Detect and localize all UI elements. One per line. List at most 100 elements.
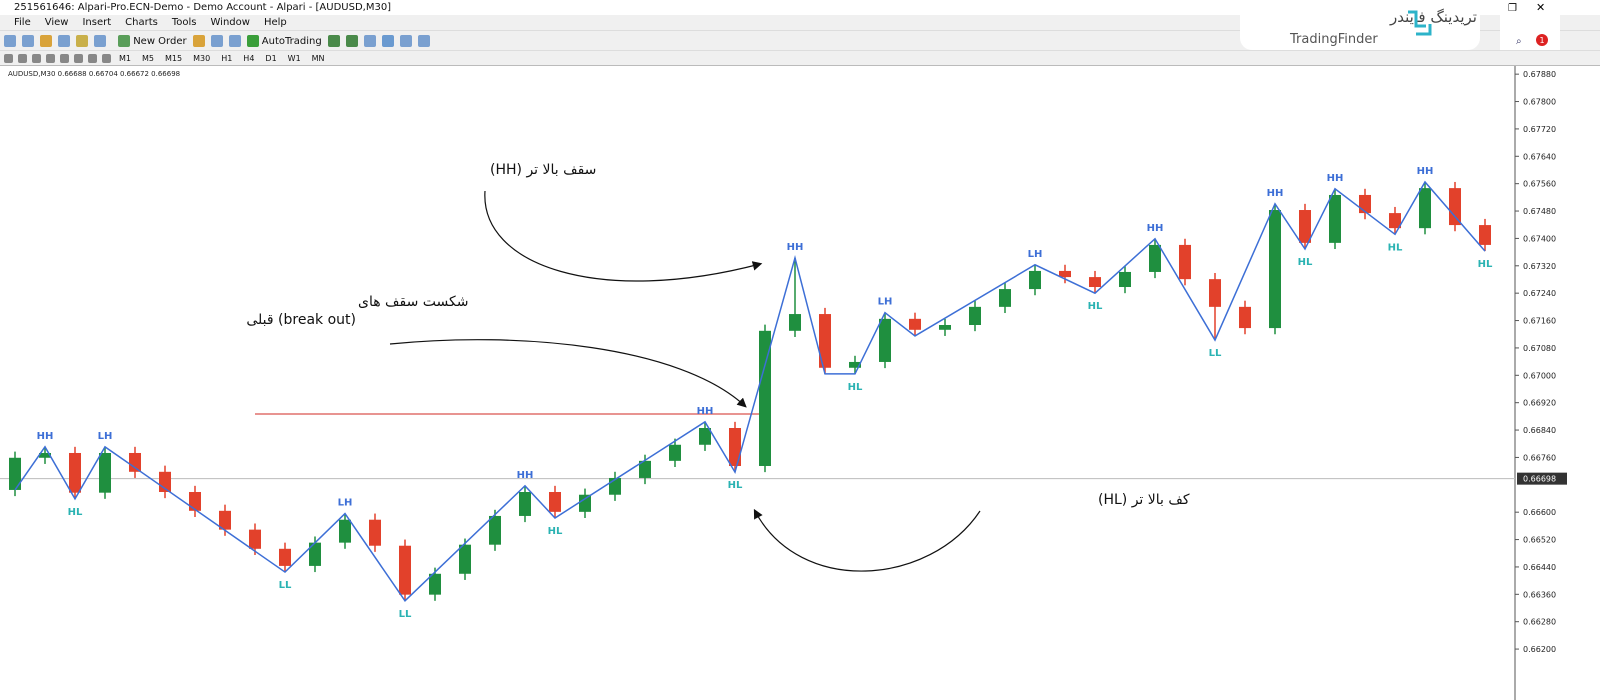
candle-body [1209, 279, 1221, 307]
close-button[interactable]: ✕ [1536, 1, 1545, 14]
candle-body [489, 515, 501, 545]
swing-label: HL [68, 507, 83, 518]
candle-body [579, 494, 591, 512]
timeframe-button[interactable]: W1 [287, 53, 301, 63]
tool-icon[interactable] [32, 53, 41, 63]
y-tick-label: 0.67560 [1523, 180, 1556, 189]
tool-icon[interactable] [74, 53, 83, 63]
restore-button[interactable]: ❐ [1508, 3, 1517, 14]
candle-body [1299, 210, 1311, 243]
icon[interactable] [228, 34, 241, 47]
candle-body [1119, 271, 1131, 288]
icon[interactable] [22, 34, 34, 47]
swing-label: HH [787, 242, 804, 253]
tool-icon[interactable] [60, 53, 69, 63]
tool-icon[interactable] [4, 53, 13, 63]
y-tick-label: 0.66360 [1523, 590, 1556, 599]
timeframe-button[interactable]: D1 [265, 53, 277, 63]
chart: AUDUSD,M30 0.66688 0.66704 0.66672 0.666… [0, 66, 1600, 700]
menu-item[interactable]: Insert [82, 17, 112, 28]
button-label: New Order [133, 35, 187, 47]
icon[interactable] [192, 34, 205, 47]
icon[interactable] [345, 34, 358, 47]
swing-label: HH [1147, 223, 1164, 234]
candle-body [219, 510, 231, 530]
candle-body [1269, 210, 1281, 329]
swing-label: HH [1267, 188, 1284, 199]
swing-label: HL [548, 526, 563, 537]
menu-item[interactable]: Charts [125, 17, 158, 28]
logo-graphic: تریدینگ فایندر TradingFinder [1289, 8, 1477, 47]
candle-body [459, 544, 471, 574]
y-tick-label: 0.67640 [1523, 152, 1556, 161]
search-button[interactable]: ⌕ [1516, 36, 1522, 47]
y-tick-label: 0.67240 [1523, 289, 1556, 298]
y-tick-label: 0.66600 [1523, 508, 1556, 517]
swing-label: LH [1028, 249, 1043, 260]
icon[interactable] [58, 34, 70, 47]
tool-icon[interactable] [88, 53, 97, 63]
candle-body [669, 444, 681, 461]
icon[interactable] [363, 34, 376, 47]
menu-item[interactable]: View [44, 17, 69, 28]
candle-body [909, 318, 921, 330]
menu-item[interactable]: File [14, 17, 31, 28]
tool-icon[interactable] [102, 53, 111, 63]
candle-body [699, 428, 711, 445]
candle-body [1389, 213, 1401, 229]
timeframe-button[interactable]: MN [311, 53, 325, 63]
candle-body [69, 452, 81, 493]
price-axis [1515, 66, 1600, 700]
tool-icon[interactable] [18, 53, 27, 63]
timeframe-button[interactable]: M1 [119, 53, 131, 63]
candle-body [999, 289, 1011, 307]
y-tick-label: 0.66920 [1523, 399, 1556, 408]
candle-body [1479, 225, 1491, 245]
timeframe-button[interactable]: M15 [165, 53, 183, 63]
timeframe-button[interactable]: M30 [193, 53, 211, 63]
logo: تریدینگ فایندر TradingFinder [1240, 0, 1480, 50]
icon[interactable] [4, 34, 16, 47]
autotrading-button[interactable]: AutoTrading [246, 34, 322, 47]
icon[interactable] [210, 34, 223, 47]
tool-icon[interactable] [46, 53, 55, 63]
timeframe-button[interactable]: H4 [243, 53, 255, 63]
menu-item[interactable]: Tools [171, 17, 197, 28]
timeframe-button[interactable]: M5 [142, 53, 154, 63]
swing-label: HH [1327, 173, 1344, 184]
icon[interactable] [76, 34, 88, 47]
icon[interactable] [40, 34, 52, 47]
current-price-box [1517, 472, 1567, 485]
new-order-button[interactable]: New Order [118, 34, 187, 47]
candle-body [429, 573, 441, 595]
swing-label: LH [878, 297, 893, 308]
candle-body [1449, 188, 1461, 226]
icon[interactable] [399, 34, 412, 47]
candle-body [1029, 270, 1041, 290]
candle-body [1089, 277, 1101, 288]
candle-body [1419, 188, 1431, 229]
swing-label: HH [37, 431, 54, 442]
window-controls: ❐ ✕ ⌕ 1 [1500, 0, 1560, 50]
swing-label: HL [1298, 257, 1313, 268]
swing-label: LH [98, 431, 113, 442]
menu-item[interactable]: Help [263, 17, 287, 28]
annotation-arrow [484, 190, 763, 282]
icon[interactable] [327, 34, 340, 47]
button-label: AutoTrading [261, 35, 322, 47]
candle-body [399, 545, 411, 595]
icon[interactable] [417, 34, 430, 47]
y-tick-label: 0.66840 [1523, 426, 1556, 435]
candle-body [189, 491, 201, 511]
candle-body [1329, 194, 1341, 243]
notification-badge[interactable] [1536, 34, 1548, 46]
candle-body [99, 452, 111, 493]
current-price-label: 0.66698 [1523, 475, 1556, 484]
menu-item[interactable]: Window [210, 17, 250, 28]
notification-count: 1 [1539, 36, 1544, 45]
candle-body [789, 314, 801, 331]
icon[interactable] [94, 34, 106, 47]
timeframe-button[interactable]: H1 [221, 53, 233, 63]
swing-label: LH [338, 498, 353, 509]
icon[interactable] [381, 34, 394, 47]
